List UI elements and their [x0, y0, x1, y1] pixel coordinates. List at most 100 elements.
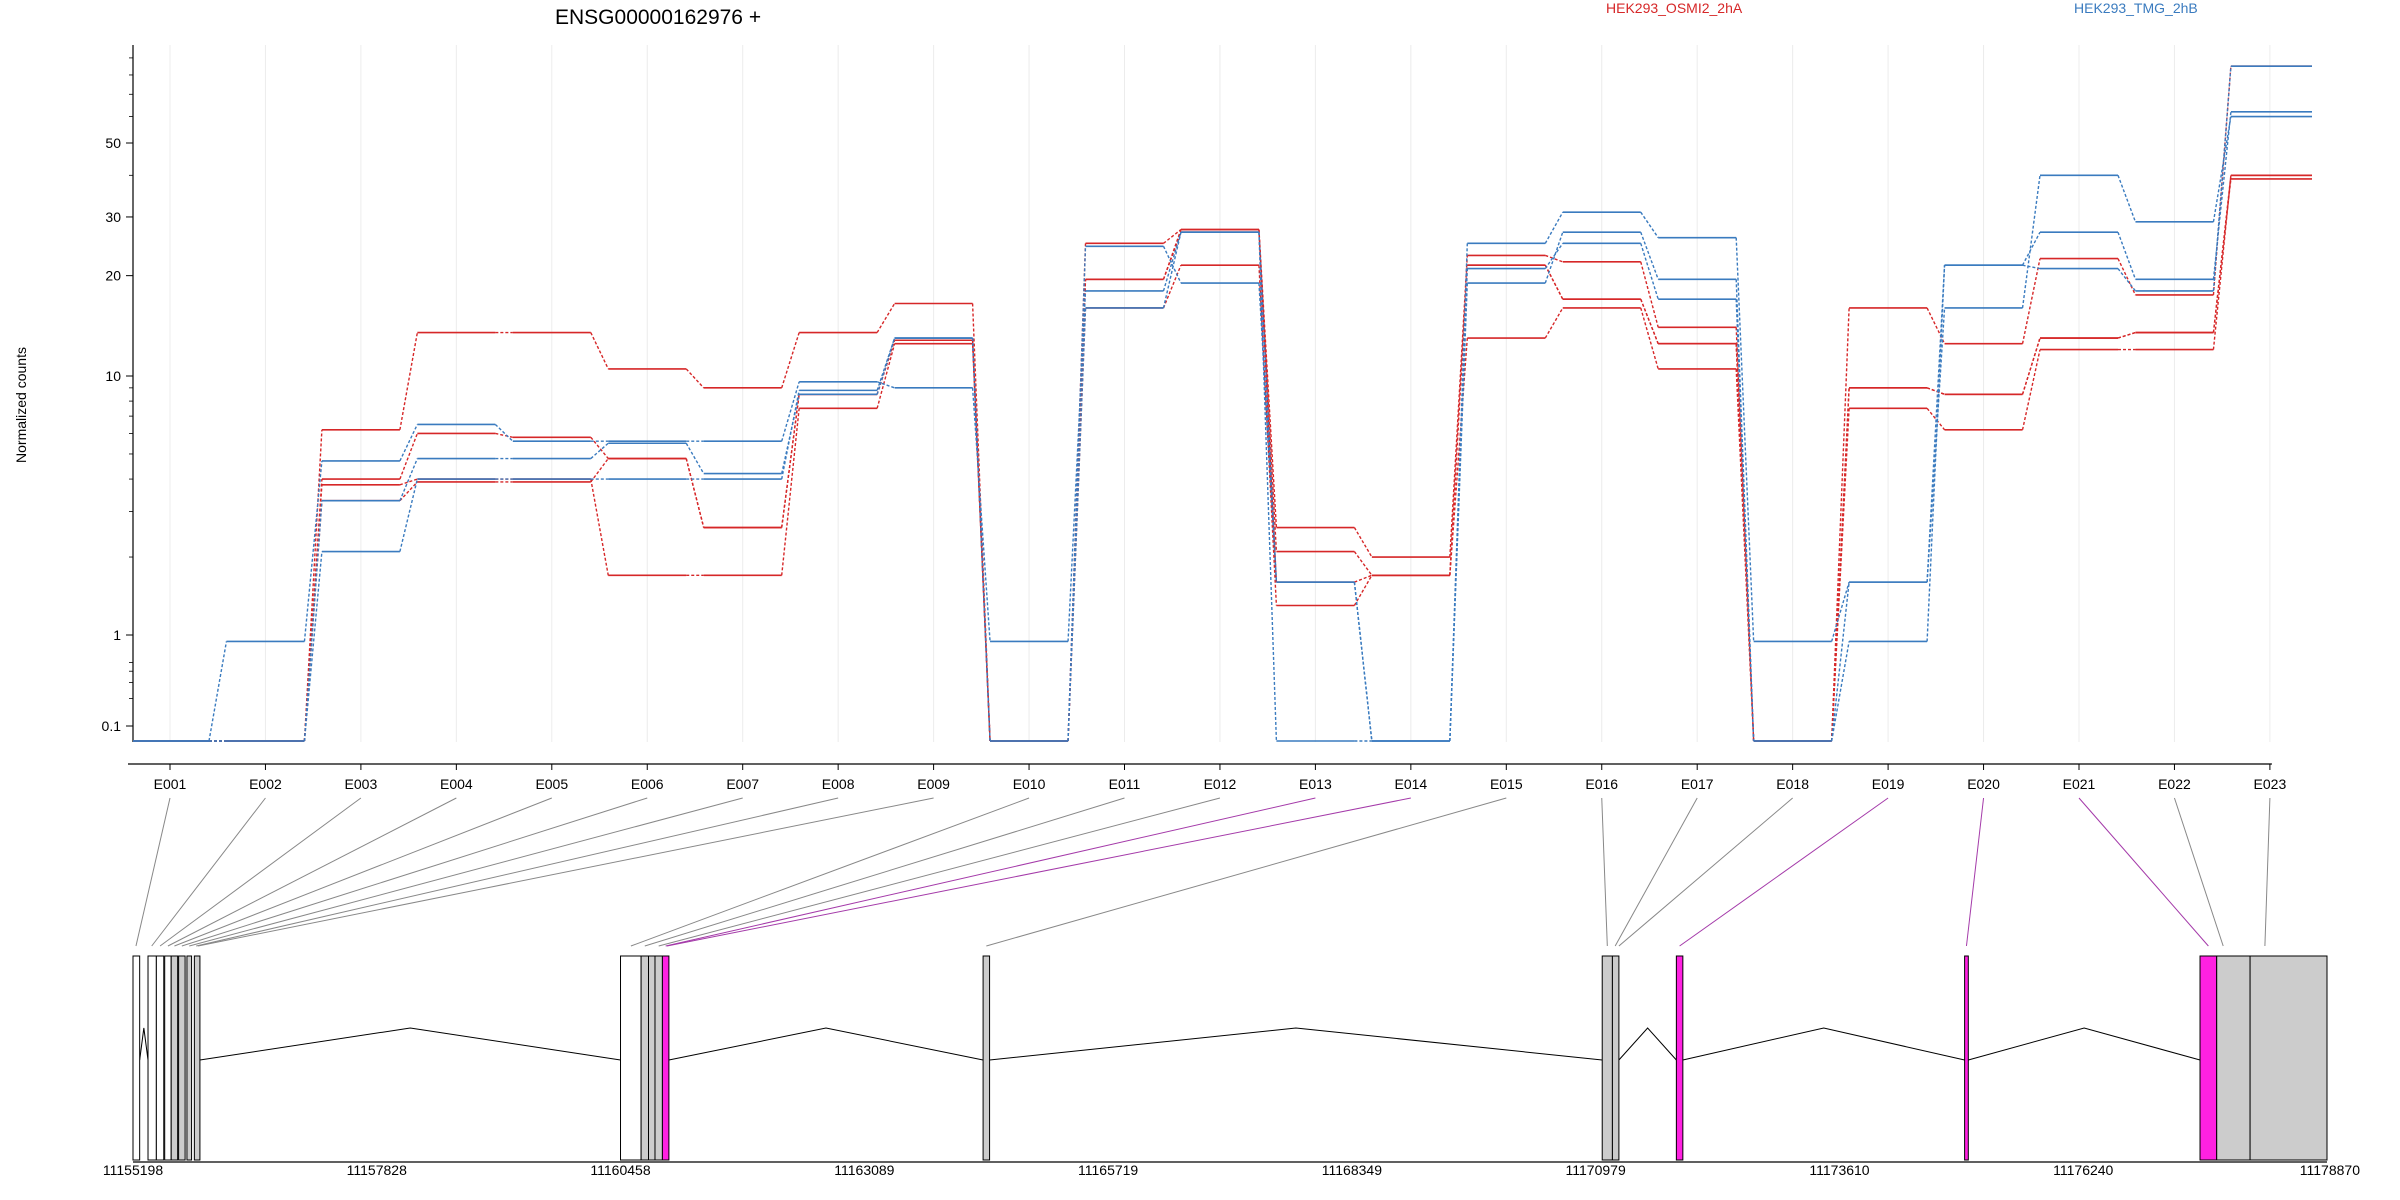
exon-block [620, 955, 642, 1161]
exon-block [147, 955, 157, 1161]
x-tick-label-e017: E017 [1681, 776, 1714, 792]
gene-axis-tick-label: 11178870 [2300, 1162, 2360, 1178]
series-connectors-5 [209, 111, 2232, 742]
exon-block-highlighted [661, 955, 670, 1161]
exon-link-e023 [2264, 797, 2271, 947]
x-tick-label-e004: E004 [440, 776, 473, 792]
exon-block [178, 955, 186, 1161]
x-tick-label-e005: E005 [535, 776, 568, 792]
exon-block [186, 955, 193, 1161]
exon-link-lines [135, 797, 2271, 947]
exon-link-e002 [151, 797, 266, 947]
series-connectors-6 [209, 66, 2232, 742]
chart-title: ENSG00000162976 + [555, 6, 761, 29]
y-axis: 0.1 1 10 20 30 50 [102, 45, 134, 742]
series-lines [133, 65, 2312, 742]
exon-link-e006 [181, 797, 648, 947]
exon-block [1601, 955, 1613, 1161]
exon-link-e008 [196, 797, 839, 947]
exon-link-e004 [167, 797, 457, 947]
exon-link-e020 [1965, 797, 1985, 947]
intron-5 [1682, 1027, 1965, 1061]
exon-block-highlighted [2199, 955, 2218, 1161]
x-tick-label-e002: E002 [249, 776, 282, 792]
gene-axis-tick-label: 11155198 [103, 1162, 163, 1178]
y-tick-label: 1 [113, 627, 121, 643]
exon-block [648, 955, 656, 1161]
x-tick-label-e011: E011 [1109, 776, 1141, 792]
exon-block [164, 955, 172, 1161]
gene-model-axis: 11155198 11157828 11160458 11163089 11165719… [103, 1161, 2360, 1178]
exon-block [132, 955, 141, 1161]
exon-link-e015 [986, 797, 1507, 947]
intron-0 [139, 1027, 149, 1061]
exon-block [2216, 955, 2251, 1161]
intron-2 [668, 1027, 984, 1061]
y-tick-label: 30 [105, 209, 121, 225]
x-tick-label-e016: E016 [1585, 776, 1618, 792]
exon-link-e007 [189, 797, 743, 947]
x-tick-label-e014: E014 [1394, 776, 1427, 792]
legend-label-tmg: HEK293_TMG_2hB [2074, 0, 2198, 16]
x-tick-label-e020: E020 [1967, 776, 2000, 792]
exon-block [155, 955, 165, 1161]
y-tick-label: 10 [105, 368, 121, 384]
exon-link-e021 [2078, 797, 2209, 947]
exon-block [2249, 955, 2328, 1161]
series-steps-4 [133, 115, 2312, 742]
grid-lines [169, 45, 2271, 742]
intron-1 [199, 1027, 621, 1061]
exon-link-e019 [1679, 797, 1889, 947]
series-steps-5 [133, 111, 2312, 742]
gene-axis-tick-label: 11173610 [1809, 1162, 1869, 1178]
gene-axis-tick-label: 11157828 [347, 1162, 407, 1178]
exon-link-e011 [644, 797, 1125, 947]
x-tick-label-e021: E021 [2063, 776, 2096, 792]
x-tick-label-e022: E022 [2158, 776, 2191, 792]
intron-6 [1968, 1027, 2201, 1061]
exon-link-e005 [174, 797, 552, 947]
exon-link-e017 [1614, 797, 1698, 947]
exon-link-e014 [666, 797, 1411, 947]
exon-block [654, 955, 663, 1161]
y-axis-label: Normalized counts [13, 347, 29, 463]
x-tick-label-e001: E001 [154, 776, 187, 792]
exon-link-e001 [135, 797, 171, 947]
x-tick-label-e009: E009 [917, 776, 950, 792]
exon-block-highlighted [1675, 955, 1684, 1161]
x-tick-label-e015: E015 [1490, 776, 1523, 792]
x-tick-label-e003: E003 [345, 776, 378, 792]
y-tick-label: 20 [105, 268, 121, 284]
gene-axis-tick-label: 11163089 [834, 1162, 894, 1178]
exon-link-e003 [159, 797, 362, 947]
x-tick-label-e018: E018 [1776, 776, 1809, 792]
y-tick-label: 50 [105, 135, 121, 151]
gene-axis-tick-label: 11165719 [1078, 1162, 1138, 1178]
exon-link-e022 [2173, 797, 2224, 947]
x-tick-label-e010: E010 [1013, 776, 1046, 792]
exon-link-e012 [658, 797, 1221, 947]
x-axis: E001 E002 E003 E004 E005 E006 E007 E008 E009 E010… [128, 763, 2287, 792]
gene-axis-tick-label: 11160458 [590, 1162, 650, 1178]
x-tick-label-e023: E023 [2254, 776, 2287, 792]
exon-block [982, 955, 991, 1161]
exon-block-highlighted [1964, 955, 1969, 1161]
x-tick-label-e019: E019 [1872, 776, 1905, 792]
gene-axis-tick-label: 11170979 [1566, 1162, 1626, 1178]
series-steps-0 [133, 65, 2312, 742]
legend-label-osmi2: HEK293_OSMI2_2hA [1606, 0, 1743, 16]
exon-link-e010 [630, 797, 1030, 947]
exon-link-e009 [197, 797, 934, 947]
series-steps-3 [133, 178, 2312, 742]
x-tick-label-e013: E013 [1299, 776, 1332, 792]
intron-3 [989, 1027, 1603, 1061]
exon-block [193, 955, 201, 1161]
exon-block [170, 955, 179, 1161]
y-tick-label: 0.1 [102, 718, 122, 734]
series-connectors-4 [208, 116, 2232, 742]
exon-link-e018 [1618, 797, 1793, 947]
gene-axis-tick-label: 11168349 [1322, 1162, 1382, 1178]
series-connectors-0 [209, 66, 2232, 742]
gene-model [132, 955, 2328, 1161]
